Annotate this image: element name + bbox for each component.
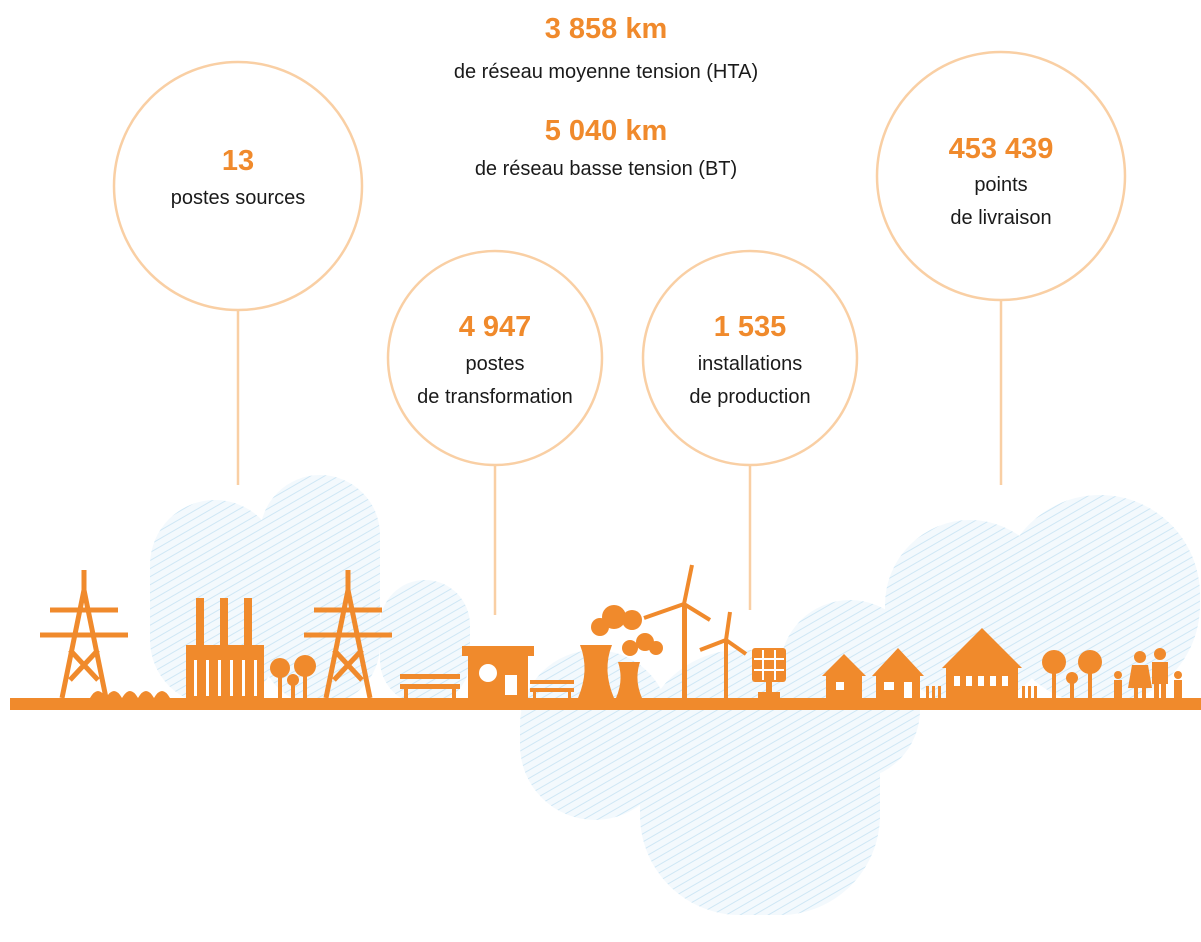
stat-value: 5 040 km — [545, 115, 668, 147]
stat-value: 453 439 — [949, 133, 1054, 165]
stat-label: de livraison — [950, 207, 1051, 229]
stat-label: points — [974, 174, 1027, 196]
stat-label: de réseau moyenne tension (HTA) — [454, 61, 758, 83]
stat-label: de transformation — [417, 386, 573, 408]
stat-value: 3 858 km — [545, 13, 668, 45]
stat-label: de production — [689, 386, 810, 408]
clouds — [150, 475, 1200, 915]
stat-value: 4 947 — [459, 311, 532, 343]
stat-label: de réseau basse tension (BT) — [475, 158, 737, 180]
stat-label: installations — [698, 353, 803, 375]
stat-label: postes sources — [171, 187, 306, 209]
stat-value: 1 535 — [714, 311, 787, 343]
stat-circle — [114, 62, 362, 310]
stat-label: postes — [466, 353, 525, 375]
stat-value: 13 — [222, 145, 254, 177]
infographic: 3 858 km de réseau moyenne tension (HTA)… — [0, 0, 1201, 942]
